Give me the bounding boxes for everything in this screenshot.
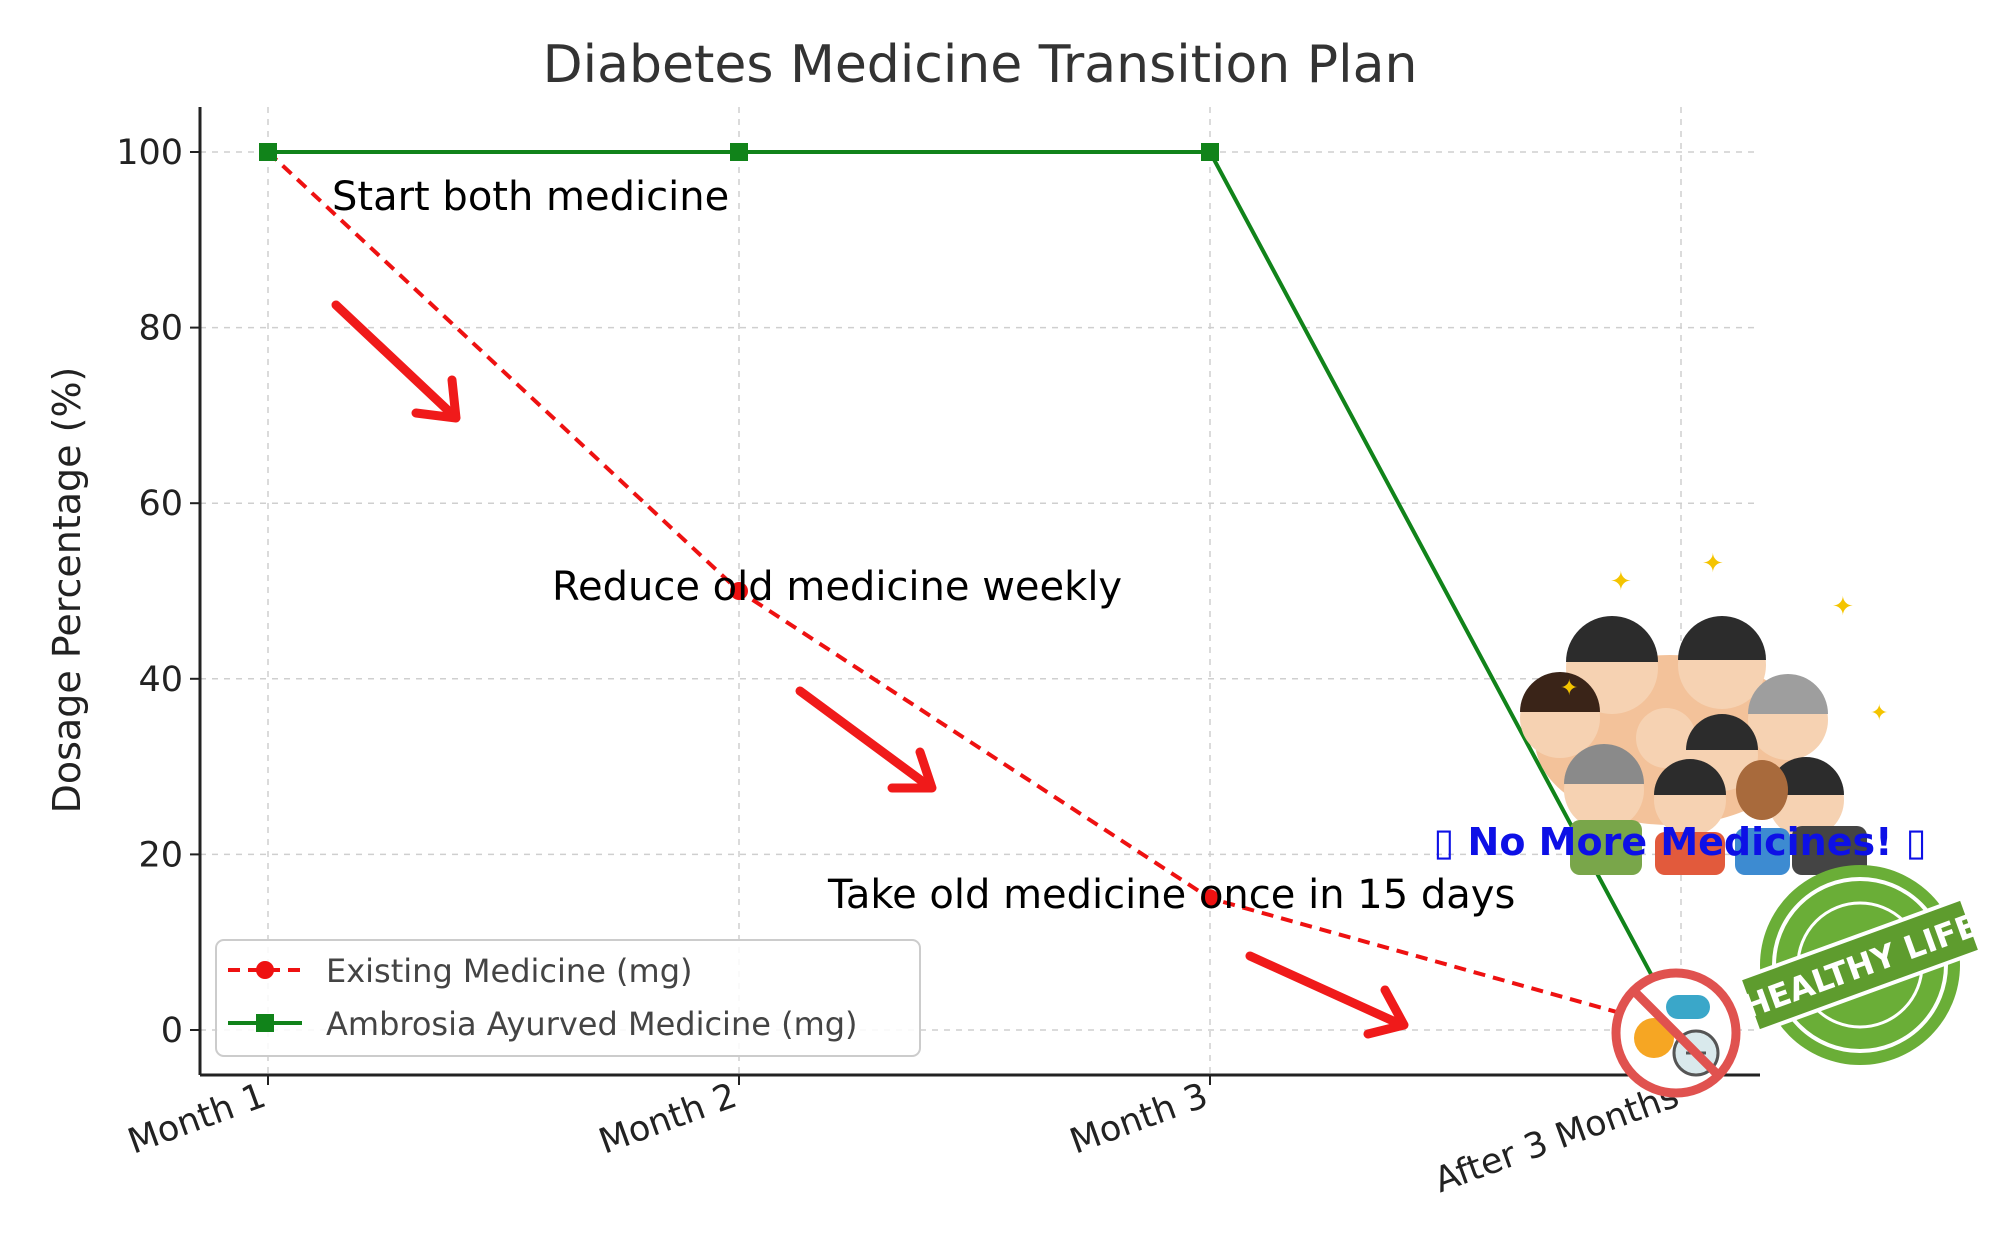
red-down-arrow-icon <box>795 686 937 793</box>
no-pills-icon <box>1611 968 1741 1098</box>
x-tick-label: Month 2 <box>594 1076 742 1163</box>
x-tick-label: Month 3 <box>1065 1076 1213 1163</box>
x-tick-label: Month 1 <box>123 1076 271 1163</box>
series-line-1 <box>268 150 1683 1031</box>
svg-text:✦: ✦ <box>1870 701 1888 726</box>
healthy-life-badge: HEALTHY LIFE <box>1736 865 1983 1065</box>
red-down-arrow-icon <box>331 300 461 423</box>
chart-title: Diabetes Medicine Transition Plan <box>543 35 1418 95</box>
legend-item-ambrosia-medicine: Ambrosia Ayurved Medicine (mg) <box>228 1005 858 1043</box>
no-more-medicines-banner: ▯ No More Medicines! ▯ <box>1433 820 1926 864</box>
red-down-arrow-icon <box>331 300 1409 1039</box>
svg-text:✦: ✦ <box>1610 567 1632 597</box>
data-point <box>1201 889 1219 908</box>
x-ticks: Month 1 Month 2 Month 3 After 3 Months <box>123 1075 1684 1201</box>
data-point <box>730 143 748 161</box>
data-point <box>1201 143 1219 161</box>
y-tick-label: 0 <box>161 1011 183 1051</box>
y-tick-label: 40 <box>138 660 183 700</box>
legend-label: Ambrosia Ayurved Medicine (mg) <box>326 1005 858 1043</box>
y-ticks: 0 20 40 60 80 100 <box>116 133 200 1051</box>
data-point <box>730 582 748 600</box>
legend-label: Existing Medicine (mg) <box>326 952 693 990</box>
y-axis-label: Dosage Percentage (%) <box>45 367 89 814</box>
svg-text:✦: ✦ <box>1702 549 1724 579</box>
red-down-arrow-icon <box>1245 951 1409 1039</box>
annotation-label: Take old medicine once in 15 days <box>827 872 1515 918</box>
svg-text:✦: ✦ <box>1560 676 1578 701</box>
y-tick-label: 60 <box>138 484 183 524</box>
annotation-label: Start both medicine <box>332 174 729 220</box>
legend-item-existing-medicine: Existing Medicine (mg) <box>228 952 693 990</box>
annotations: Start both medicine Reduce old medicine w… <box>332 174 1515 918</box>
legend: Existing Medicine (mg) Ambrosia Ayurved … <box>215 939 921 1057</box>
happy-family-illustration: ✦ ✦ ✦ ✦ ✦ <box>1520 549 1888 875</box>
annotation-label: Reduce old medicine weekly <box>552 564 1122 610</box>
data-point <box>259 143 277 161</box>
y-tick-label: 80 <box>138 309 183 349</box>
x-tick-label: After 3 Months <box>1429 1076 1684 1201</box>
y-tick-label: 20 <box>138 835 183 875</box>
y-tick-label: 100 <box>116 133 183 173</box>
axes <box>198 107 1760 1077</box>
svg-text:✦: ✦ <box>1832 592 1854 622</box>
series-line-0 <box>266 150 1682 1032</box>
